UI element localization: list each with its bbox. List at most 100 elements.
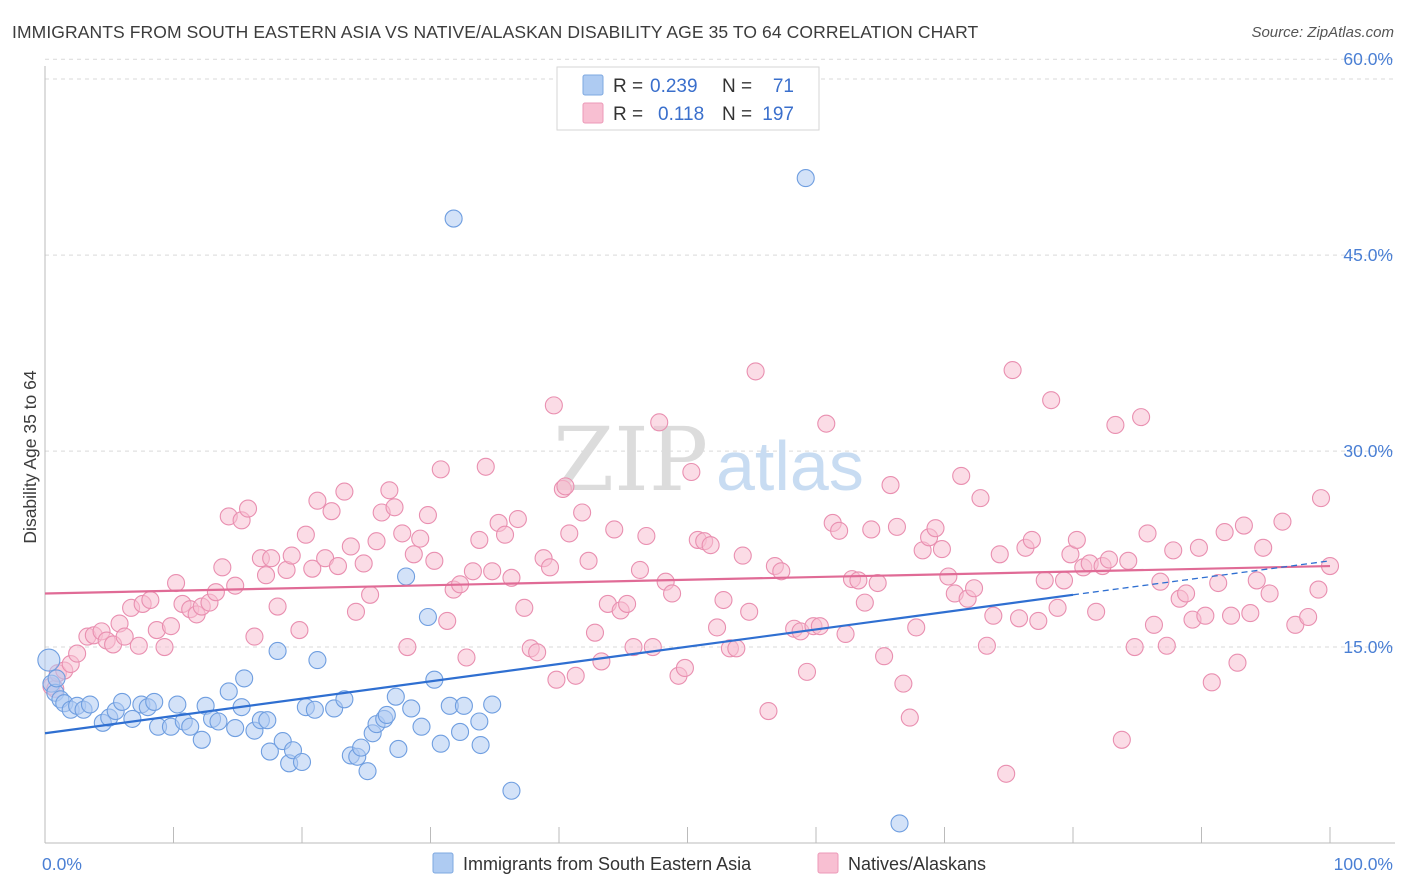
immigrants-point-47 bbox=[358, 762, 377, 781]
natives-point-72 bbox=[502, 568, 521, 587]
bottom-legend-label-pink: Natives/Alaskans bbox=[848, 854, 986, 874]
natives-point-116 bbox=[797, 662, 817, 681]
immigrants-point-25 bbox=[209, 712, 228, 731]
natives-point-161 bbox=[1087, 602, 1106, 621]
immigrants-point-68 bbox=[796, 169, 815, 188]
bottom-legend-swatch-pink bbox=[817, 852, 839, 874]
bottom-legend-label-blue: Immigrants from South Eastern Asia bbox=[463, 854, 752, 874]
immigrants-point-27 bbox=[226, 718, 245, 738]
natives-point-184 bbox=[1234, 516, 1253, 535]
immigrants-point-56 bbox=[412, 717, 431, 736]
natives-point-45 bbox=[328, 557, 348, 576]
immigrants-point-69 bbox=[890, 814, 909, 833]
natives-point-83 bbox=[573, 503, 592, 522]
x-tick-label-0: 0.0% bbox=[42, 854, 82, 874]
natives-point-140 bbox=[952, 466, 971, 485]
natives-point-180 bbox=[1209, 573, 1228, 593]
natives-point-51 bbox=[367, 532, 386, 551]
natives-point-86 bbox=[592, 652, 611, 671]
natives-point-164 bbox=[1106, 415, 1125, 435]
immigrants-trend-extension bbox=[1072, 560, 1331, 596]
legend-r-value-1: 0.239 bbox=[650, 76, 698, 97]
trend-lines bbox=[44, 560, 1331, 735]
natives-point-192 bbox=[1309, 580, 1328, 599]
watermark: ZIP atlas bbox=[553, 408, 864, 511]
immigrants-point-8 bbox=[80, 695, 100, 714]
gridlines bbox=[45, 58, 1395, 648]
natives-point-27 bbox=[213, 558, 232, 577]
source-label: Source: ZipAtlas.com bbox=[1251, 24, 1394, 41]
immigrants-point-34 bbox=[268, 641, 287, 661]
natives-trend-line bbox=[44, 564, 1331, 595]
y-axis-label: Disability Age 35 to 64 bbox=[20, 370, 40, 543]
natives-point-74 bbox=[515, 598, 534, 617]
immigrants-point-43 bbox=[335, 690, 354, 709]
natives-point-31 bbox=[238, 499, 258, 518]
natives-point-133 bbox=[907, 618, 926, 637]
immigrants-point-19 bbox=[168, 695, 187, 714]
natives-point-155 bbox=[1048, 598, 1067, 617]
natives-point-147 bbox=[997, 764, 1016, 783]
natives-point-121 bbox=[830, 521, 849, 540]
immigrants-point-29 bbox=[235, 669, 254, 688]
natives-point-55 bbox=[393, 524, 412, 543]
natives-point-97 bbox=[663, 584, 682, 603]
natives-point-191 bbox=[1299, 607, 1318, 627]
natives-point-119 bbox=[817, 414, 836, 433]
natives-point-95 bbox=[650, 413, 669, 432]
axes bbox=[44, 66, 1395, 844]
natives-point-71 bbox=[495, 525, 515, 544]
natives-point-92 bbox=[630, 560, 650, 580]
immigrants-point-33 bbox=[260, 742, 279, 761]
natives-point-172 bbox=[1157, 636, 1176, 655]
natives-point-108 bbox=[733, 546, 752, 565]
natives-point-79 bbox=[547, 670, 566, 689]
natives-point-186 bbox=[1247, 571, 1266, 590]
natives-point-104 bbox=[708, 618, 727, 637]
y-tick-label-0: 15.0% bbox=[1343, 637, 1393, 657]
legend-r-label-2: R = bbox=[613, 104, 643, 125]
natives-point-103 bbox=[701, 536, 720, 555]
natives-point-54 bbox=[385, 498, 404, 517]
natives-point-173 bbox=[1164, 541, 1183, 560]
series-legend: Immigrants from South Eastern Asia Nativ… bbox=[432, 852, 986, 874]
natives-point-188 bbox=[1260, 584, 1279, 603]
natives-point-151 bbox=[1022, 530, 1041, 549]
natives-point-50 bbox=[361, 585, 380, 604]
natives-point-76 bbox=[528, 643, 547, 662]
natives-point-84 bbox=[579, 551, 598, 570]
x-tick-label-1: 100.0% bbox=[1334, 854, 1393, 874]
natives-point-88 bbox=[605, 520, 624, 539]
natives-point-44 bbox=[322, 502, 341, 521]
natives-point-57 bbox=[404, 545, 423, 564]
natives-point-36 bbox=[268, 597, 287, 616]
natives-point-85 bbox=[585, 623, 605, 642]
natives-point-42 bbox=[308, 491, 327, 510]
natives-point-41 bbox=[303, 559, 322, 578]
natives-point-49 bbox=[354, 554, 373, 573]
natives-point-132 bbox=[900, 708, 919, 727]
natives-point-145 bbox=[984, 606, 1003, 625]
natives-point-32 bbox=[245, 627, 264, 646]
natives-point-196 bbox=[544, 396, 563, 415]
natives-point-26 bbox=[206, 583, 225, 602]
natives-point-183 bbox=[1228, 653, 1247, 672]
immigrants-point-41 bbox=[308, 651, 327, 670]
natives-point-169 bbox=[1138, 524, 1157, 543]
natives-point-58 bbox=[411, 529, 430, 548]
immigrants-point-61 bbox=[444, 209, 463, 228]
natives-point-128 bbox=[875, 647, 894, 666]
legend-n-value-1: 71 bbox=[773, 76, 794, 97]
legend-r-value-2: 0.118 bbox=[658, 104, 704, 125]
chart-title: IMMIGRANTS FROM SOUTH EASTERN ASIA VS NA… bbox=[12, 22, 979, 42]
natives-point-12 bbox=[115, 627, 134, 646]
natives-point-177 bbox=[1189, 538, 1208, 557]
natives-point-156 bbox=[1054, 571, 1074, 590]
natives-point-143 bbox=[971, 489, 990, 508]
legend-n-label-1: N = bbox=[722, 76, 752, 97]
immigrants-point-54 bbox=[397, 567, 416, 586]
natives-point-129 bbox=[881, 476, 900, 495]
natives-point-175 bbox=[1177, 584, 1196, 603]
natives-point-152 bbox=[1029, 611, 1048, 630]
